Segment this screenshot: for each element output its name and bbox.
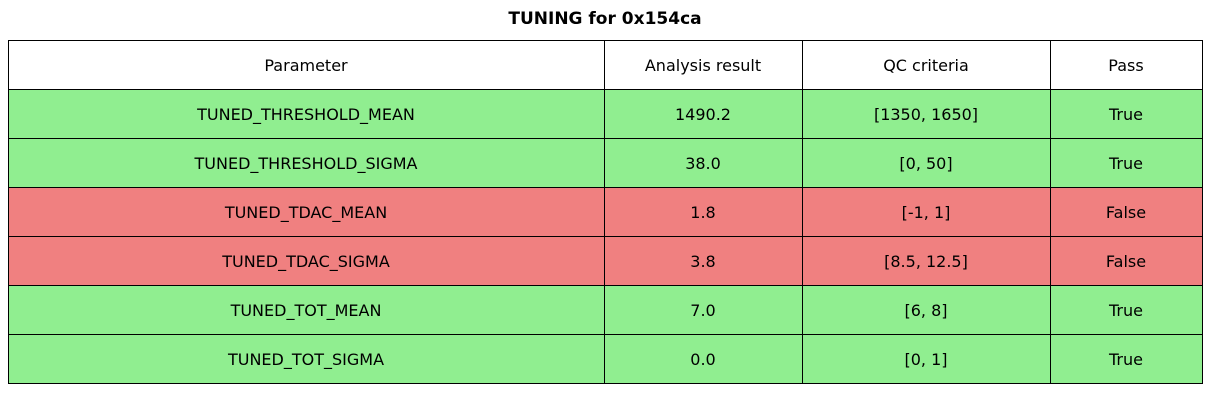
qc-results-table: Parameter Analysis result QC criteria Pa…	[7, 40, 1203, 384]
pass-cell: False	[1049, 187, 1203, 237]
analysis-result-cell: 7.0	[603, 285, 803, 335]
pass-cell: True	[1049, 285, 1203, 335]
table-row: TUNED_TDAC_MEAN 1.8 [-1, 1] False	[7, 187, 1203, 237]
table-row: TUNED_THRESHOLD_SIGMA 38.0 [0, 50] True	[7, 138, 1203, 188]
table-row: TUNED_TDAC_SIGMA 3.8 [8.5, 12.5] False	[7, 236, 1203, 286]
parameter-cell: TUNED_TOT_MEAN	[7, 285, 605, 335]
parameter-cell: TUNED_TDAC_MEAN	[7, 187, 605, 237]
pass-cell: True	[1049, 138, 1203, 188]
parameter-cell: TUNED_TDAC_SIGMA	[7, 236, 605, 286]
qc-criteria-cell: [8.5, 12.5]	[801, 236, 1051, 286]
table-row: TUNED_TOT_SIGMA 0.0 [0, 1] True	[7, 334, 1203, 384]
column-header-qc-criteria: QC criteria	[801, 40, 1051, 90]
column-header-analysis-result: Analysis result	[603, 40, 803, 90]
analysis-result-cell: 1.8	[603, 187, 803, 237]
analysis-result-cell: 38.0	[603, 138, 803, 188]
parameter-cell: TUNED_THRESHOLD_MEAN	[7, 89, 605, 139]
table-row: TUNED_THRESHOLD_MEAN 1490.2 [1350, 1650]…	[7, 89, 1203, 139]
table-row: TUNED_TOT_MEAN 7.0 [6, 8] True	[7, 285, 1203, 335]
analysis-result-cell: 0.0	[603, 334, 803, 384]
pass-cell: False	[1049, 236, 1203, 286]
analysis-result-cell: 3.8	[603, 236, 803, 286]
page-title: TUNING for 0x154ca	[508, 9, 702, 29]
pass-cell: True	[1049, 89, 1203, 139]
qc-criteria-cell: [1350, 1650]	[801, 89, 1051, 139]
column-header-pass: Pass	[1049, 40, 1203, 90]
pass-cell: True	[1049, 334, 1203, 384]
table-header-row: Parameter Analysis result QC criteria Pa…	[7, 40, 1203, 90]
qc-criteria-cell: [0, 50]	[801, 138, 1051, 188]
qc-criteria-cell: [0, 1]	[801, 334, 1051, 384]
qc-criteria-cell: [6, 8]	[801, 285, 1051, 335]
qc-criteria-cell: [-1, 1]	[801, 187, 1051, 237]
column-header-parameter: Parameter	[7, 40, 605, 90]
parameter-cell: TUNED_TOT_SIGMA	[7, 334, 605, 384]
parameter-cell: TUNED_THRESHOLD_SIGMA	[7, 138, 605, 188]
analysis-result-cell: 1490.2	[603, 89, 803, 139]
